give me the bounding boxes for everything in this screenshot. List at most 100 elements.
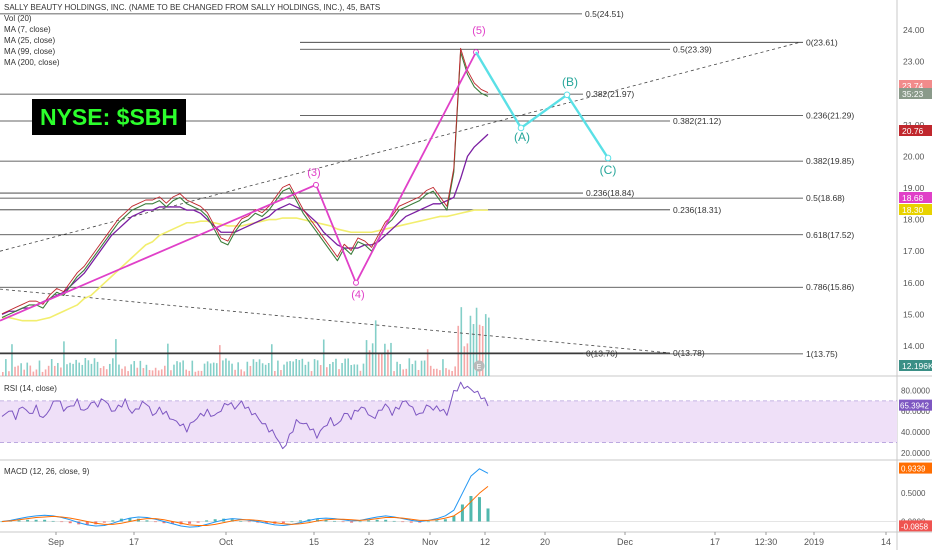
volume-bar (439, 370, 441, 376)
macd-histogram-bar (367, 520, 371, 522)
volume-bar (313, 359, 316, 376)
volume-bar (182, 360, 184, 376)
volume-bar (261, 363, 264, 376)
volume-bar (426, 349, 429, 376)
volume-bar (127, 371, 129, 376)
x-tick-label: 12 (480, 537, 490, 547)
volume-bar (411, 364, 414, 376)
macd-histogram-bar (358, 521, 362, 523)
fib-label: 0.236(18.84) (586, 188, 634, 198)
volume-bar (225, 358, 227, 376)
volume-bar (151, 370, 154, 376)
wave-point (313, 181, 319, 188)
macd-signal-line (1, 485, 489, 526)
volume-bar (460, 307, 463, 376)
volume-bar (350, 364, 353, 376)
volume-bar (219, 345, 221, 376)
volume-bar (179, 362, 181, 376)
fib-label: 0.236(21.29) (806, 111, 854, 121)
macd-histogram-bar (290, 521, 294, 523)
volume-bar (341, 363, 343, 376)
wave-label: (3) (307, 167, 320, 179)
volume-bar (145, 364, 148, 376)
volume-bar (66, 364, 68, 376)
fib-label: 0(13.78) (673, 348, 705, 358)
macd-histogram-bar (409, 521, 413, 523)
price-tick-label: 21.00 (903, 120, 925, 130)
volume-bar (442, 359, 444, 376)
volume-bar (466, 343, 469, 376)
volume-bar (121, 368, 123, 376)
trend-line-upper (0, 41, 801, 252)
volume-bar (322, 339, 325, 376)
volume-bar (347, 358, 349, 376)
macd-title[interactable]: MACD (12, 26, close, 9) (4, 467, 90, 476)
volume-bar (390, 342, 392, 376)
fib-label: 1(13.75) (806, 349, 838, 359)
volume-bar (142, 368, 145, 376)
volume-bar (368, 350, 371, 376)
volume-bar (63, 341, 65, 376)
volume-bar (212, 362, 215, 376)
macd-histogram-bar (51, 520, 55, 522)
chart-title: SALLY BEAUTY HOLDINGS, INC. (NAME TO BE … (4, 3, 381, 12)
macd-histogram-bar (401, 521, 405, 523)
volume-bar (206, 361, 209, 376)
indicator-ma25[interactable]: MA (25, close) (4, 36, 56, 45)
volume-bar (359, 370, 362, 376)
ma-7-line (1, 47, 489, 315)
volume-bar (258, 359, 261, 376)
indicator-vol[interactable]: Vol (20) (4, 14, 32, 23)
ticker-label: NYSE: $SBH (32, 99, 186, 135)
volume-bar (26, 362, 29, 376)
volume-bar (160, 369, 163, 376)
volume-bar (451, 371, 453, 376)
macd-histogram-bar (460, 504, 464, 522)
x-tick-label: 15 (309, 537, 319, 547)
macd-histogram-bar (247, 521, 251, 523)
macd-histogram-bar (486, 508, 490, 522)
macd-histogram-bar (0, 521, 4, 523)
price-scale-badge (899, 204, 932, 215)
axes: 24.0023.0022.0021.0020.0019.0018.0017.00… (48, 25, 930, 547)
rsi-panel (0, 381, 897, 450)
volume-bar (289, 361, 291, 376)
volume-bar (197, 370, 200, 376)
volume-bar (90, 363, 93, 376)
volume-bar (96, 361, 99, 376)
volume-bar (5, 359, 7, 376)
x-tick-label: Oct (219, 537, 234, 547)
indicator-ma7[interactable]: MA (7, close) (4, 25, 51, 34)
volume-bar (240, 369, 243, 376)
volume-bar (298, 360, 301, 376)
price-scale-badge (899, 88, 932, 99)
rsi-title[interactable]: RSI (14, close) (4, 384, 57, 393)
x-tick-label: 23 (364, 537, 374, 547)
indicator-ma99[interactable]: MA (99, close) (4, 47, 56, 56)
wave-label: (A) (514, 130, 530, 144)
rsi-tick-label: 40.0000 (901, 428, 930, 437)
volume-bar (11, 344, 13, 376)
volume-bar (436, 368, 438, 376)
chart-legend: SALLY BEAUTY HOLDINGS, INC. (NAME TO BE … (4, 2, 380, 68)
volume-bar (326, 367, 328, 376)
volume-bars (2, 307, 490, 376)
volume-bar (335, 358, 337, 376)
indicator-ma200[interactable]: MA (200, close) (4, 58, 60, 67)
fib-label: 0.618(17.52) (806, 230, 854, 240)
price-tick-label: 20.00 (903, 151, 925, 161)
volume-bar (423, 360, 426, 376)
macd-histogram-bar (315, 519, 319, 522)
x-tick-label: Dec (617, 537, 634, 547)
price-tick-label: 15.00 (903, 309, 925, 319)
volume-bar (329, 363, 331, 376)
macd-histogram-bar (418, 521, 422, 523)
x-tick-label: 14 (881, 537, 891, 547)
volume-bar (170, 370, 172, 376)
rsi-value-text: 65.3942 (900, 402, 929, 411)
volume-bar (399, 364, 401, 376)
macd-panel (0, 468, 897, 528)
